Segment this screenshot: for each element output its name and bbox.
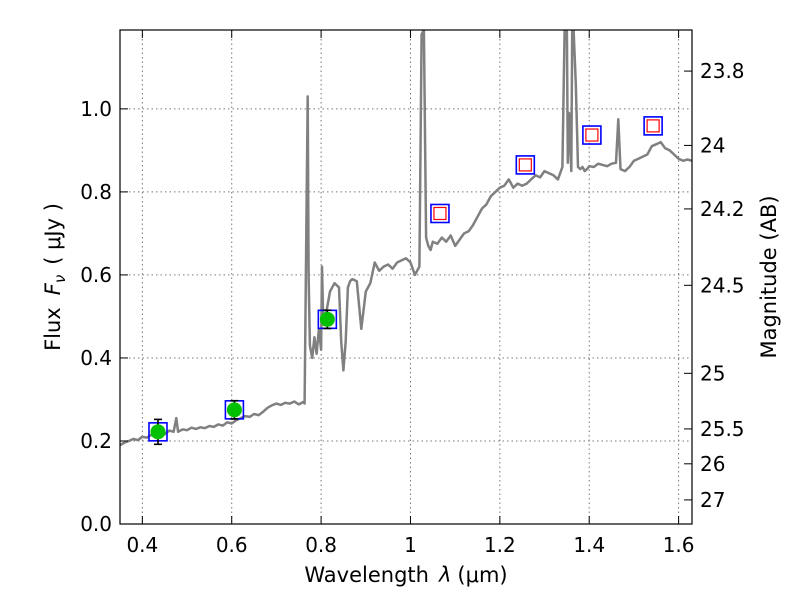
upper-limit-photometry-point xyxy=(430,203,450,224)
y-tick-label: 0.4 xyxy=(80,346,112,370)
x-axis-label: Wavelength λ (μm) xyxy=(304,563,507,587)
y-tick-label: 0.8 xyxy=(80,180,112,204)
plot-background xyxy=(120,30,692,524)
y-tick-label: 0.6 xyxy=(80,263,112,287)
magnitude-tick-label: 23.8 xyxy=(700,59,745,83)
model-square xyxy=(646,119,660,133)
x-tick-label: 0.4 xyxy=(126,533,158,557)
detected-photometry-point xyxy=(317,309,338,330)
photometry-markers xyxy=(148,116,663,446)
x-tick-label: 0.6 xyxy=(216,533,248,557)
y-tick-label: 1.0 xyxy=(80,97,112,121)
upper-limit-photometry-point xyxy=(515,155,536,175)
plot-frame xyxy=(119,29,693,525)
magnitude-tick-label: 26 xyxy=(700,452,725,476)
detected-photometry-point xyxy=(224,399,245,420)
model-square xyxy=(518,158,532,172)
x-tick-label: 1.4 xyxy=(573,533,605,557)
upper-limit-photometry-point xyxy=(643,116,663,136)
magnitude-axis-label: Magnitude (AB) xyxy=(757,195,781,358)
model-square xyxy=(433,206,447,221)
detected-photometry-point xyxy=(148,418,168,446)
photometry-box xyxy=(515,155,536,175)
model-square xyxy=(585,128,599,142)
y-axis-label: FluxFν( μJy ) xyxy=(41,203,69,351)
sed-model-line xyxy=(120,30,692,447)
x-tick-label: 0.8 xyxy=(305,533,337,557)
magnitude-tick-label: 24 xyxy=(700,133,725,157)
detected-marker xyxy=(226,402,242,418)
y-tick-label: 0.0 xyxy=(80,512,112,536)
y-tick-label: 0.2 xyxy=(80,429,112,453)
x-tick-label: 1.2 xyxy=(484,533,516,557)
photometry-box xyxy=(582,125,602,145)
detected-marker xyxy=(319,311,335,327)
x-tick-label: 1 xyxy=(404,533,417,557)
photometry-box xyxy=(430,203,450,224)
magnitude-tick-label: 25.5 xyxy=(700,417,745,441)
magnitude-tick-label: 24.2 xyxy=(700,197,745,221)
upper-limit-photometry-point xyxy=(582,125,602,145)
magnitude-tick-label: 25 xyxy=(700,361,725,385)
magnitude-tick-label: 27 xyxy=(700,488,725,512)
photometry-box xyxy=(643,116,663,136)
magnitude-tick-label: 24.5 xyxy=(700,273,745,297)
axis-ticks: 0.4 0.6 0.8 1 1.2 1.4 1.6 0.0 0.2 0.4 0.6 0.8 1.0 23.… xyxy=(80,30,745,557)
x-tick-label: 1.6 xyxy=(663,533,695,557)
detected-marker xyxy=(150,424,166,440)
